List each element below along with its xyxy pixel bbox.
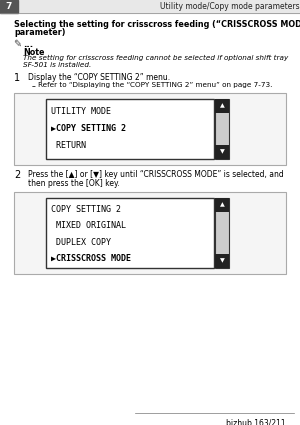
Text: Note: Note <box>23 48 44 57</box>
Text: parameter): parameter) <box>14 28 65 37</box>
Text: 1: 1 <box>14 73 20 83</box>
Bar <box>46 198 214 268</box>
Text: 2: 2 <box>14 170 20 180</box>
Text: –: – <box>32 82 36 91</box>
Text: ▲: ▲ <box>220 104 224 108</box>
Bar <box>0 0 18 13</box>
Text: ▶COPY SETTING 2: ▶COPY SETTING 2 <box>51 124 126 133</box>
Text: UTILITY MODE: UTILITY MODE <box>51 107 111 116</box>
Text: then press the [OK] key.: then press the [OK] key. <box>28 179 120 188</box>
Text: ✎: ✎ <box>13 39 21 49</box>
Bar <box>14 93 286 165</box>
Text: ...: ... <box>23 40 33 49</box>
Text: Press the [▲] or [▼] key until “CRISSCROSS MODE” is selected, and: Press the [▲] or [▼] key until “CRISSCRO… <box>28 170 284 179</box>
Bar <box>14 192 286 274</box>
Bar <box>215 145 229 159</box>
Text: ▶CRISSCROSS MODE: ▶CRISSCROSS MODE <box>51 253 131 263</box>
Text: COPY SETTING 2: COPY SETTING 2 <box>51 204 121 213</box>
Text: Selecting the setting for crisscross feeding (“CRISSCROSS MODE”: Selecting the setting for crisscross fee… <box>14 20 300 29</box>
Text: ▼: ▼ <box>220 150 224 155</box>
Text: 7: 7 <box>6 2 12 11</box>
Bar <box>215 254 229 268</box>
Text: The setting for crisscross feeding cannot be selected if optional shift tray: The setting for crisscross feeding canno… <box>23 55 288 61</box>
Text: bizhub 163/211: bizhub 163/211 <box>226 419 286 425</box>
Text: Utility mode/Copy mode parameters: Utility mode/Copy mode parameters <box>160 2 300 11</box>
Bar <box>215 198 229 268</box>
Text: RETURN: RETURN <box>51 142 86 150</box>
Text: DUPLEX COPY: DUPLEX COPY <box>51 238 111 246</box>
Bar <box>215 198 229 212</box>
Text: MIXED ORIGINAL: MIXED ORIGINAL <box>51 221 126 230</box>
Text: Display the “COPY SETTING 2” menu.: Display the “COPY SETTING 2” menu. <box>28 73 170 82</box>
Bar <box>0 0 300 13</box>
Text: Refer to “Displaying the “COPY SETTING 2” menu” on page 7-73.: Refer to “Displaying the “COPY SETTING 2… <box>38 82 272 88</box>
Text: ▼: ▼ <box>220 258 224 264</box>
Bar <box>215 99 229 113</box>
Text: SF-501 is installed.: SF-501 is installed. <box>23 62 91 68</box>
Text: ▲: ▲ <box>220 202 224 207</box>
Bar <box>46 99 214 159</box>
Bar <box>215 99 229 159</box>
